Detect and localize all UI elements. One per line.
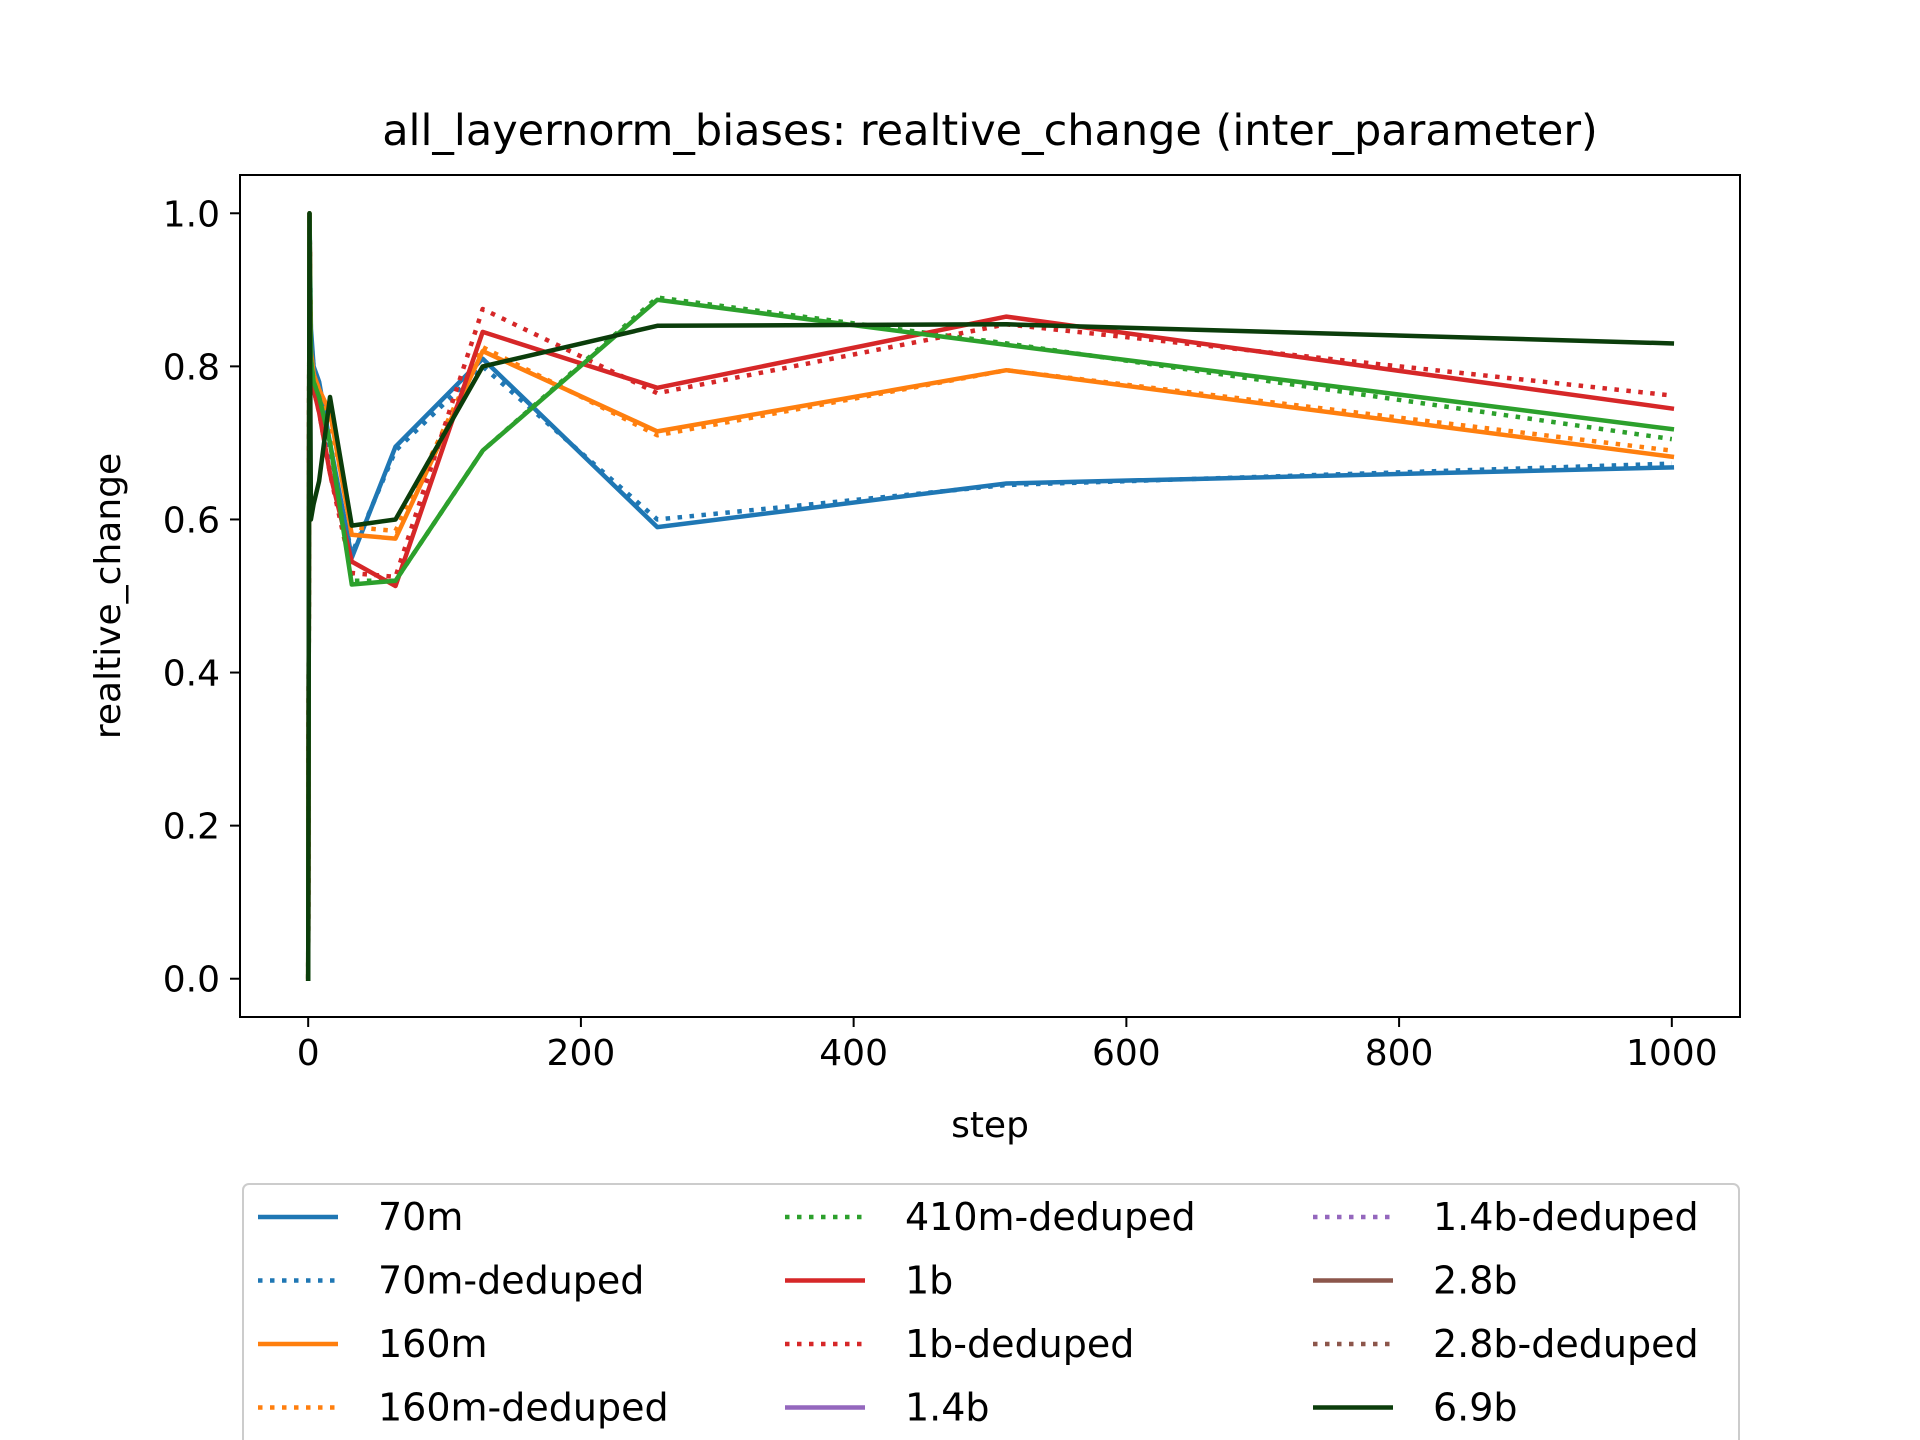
legend-label-2-8b: 2.8b: [1433, 1259, 1518, 1303]
plot-lines: [305, 211, 1675, 981]
chart-title: all_layernorm_biases: realtive_change (i…: [382, 106, 1598, 156]
legend-label-160m-deduped: 160m-deduped: [378, 1386, 669, 1430]
legend-label-70m: 70m: [378, 1195, 463, 1239]
x-axis-label: step: [951, 1105, 1029, 1146]
x-tick-label: 400: [819, 1033, 888, 1074]
y-tick-label: 1.0: [163, 194, 220, 235]
y-axis: 0.0 0.2 0.4 0.6 0.8 1.0: [163, 194, 240, 1001]
y-tick-label: 0.0: [163, 960, 220, 1001]
legend-label-1b-deduped: 1b-deduped: [905, 1322, 1134, 1366]
x-tick-label: 200: [547, 1033, 616, 1074]
plot-frame: [239, 174, 1741, 1018]
y-tick-label: 0.6: [163, 500, 220, 541]
y-tick-label: 0.8: [163, 347, 220, 388]
y-axis-label: realtive_change: [88, 453, 129, 739]
legend-label-1-4b: 1.4b: [905, 1386, 990, 1430]
x-tick-label: 1000: [1626, 1033, 1718, 1074]
legend-box: [242, 1183, 1740, 1440]
x-axis: 0 200 400 600 800 1000: [297, 1017, 1718, 1074]
y-tick-label: 0.4: [163, 654, 220, 695]
legend: 70m 70m-deduped 160m 160m-deduped 410m-dedup…: [242, 1183, 1740, 1440]
legend-label-160m: 160m: [378, 1322, 488, 1366]
legend-label-410m-deduped: 410m-deduped: [905, 1195, 1196, 1239]
legend-label-70m-deduped: 70m-deduped: [378, 1259, 644, 1303]
legend-label-2-8b-deduped: 2.8b-deduped: [1433, 1322, 1699, 1366]
y-tick-label: 0.2: [163, 807, 220, 848]
x-tick-label: 800: [1365, 1033, 1434, 1074]
series-line-6-9b: [305, 211, 1675, 981]
x-tick-label: 600: [1092, 1033, 1161, 1074]
legend-label-6-9b: 6.9b: [1433, 1386, 1518, 1430]
x-tick-label: 0: [297, 1033, 320, 1074]
legend-label-1b: 1b: [905, 1259, 953, 1303]
legend-label-1-4b-deduped: 1.4b-deduped: [1433, 1195, 1699, 1239]
